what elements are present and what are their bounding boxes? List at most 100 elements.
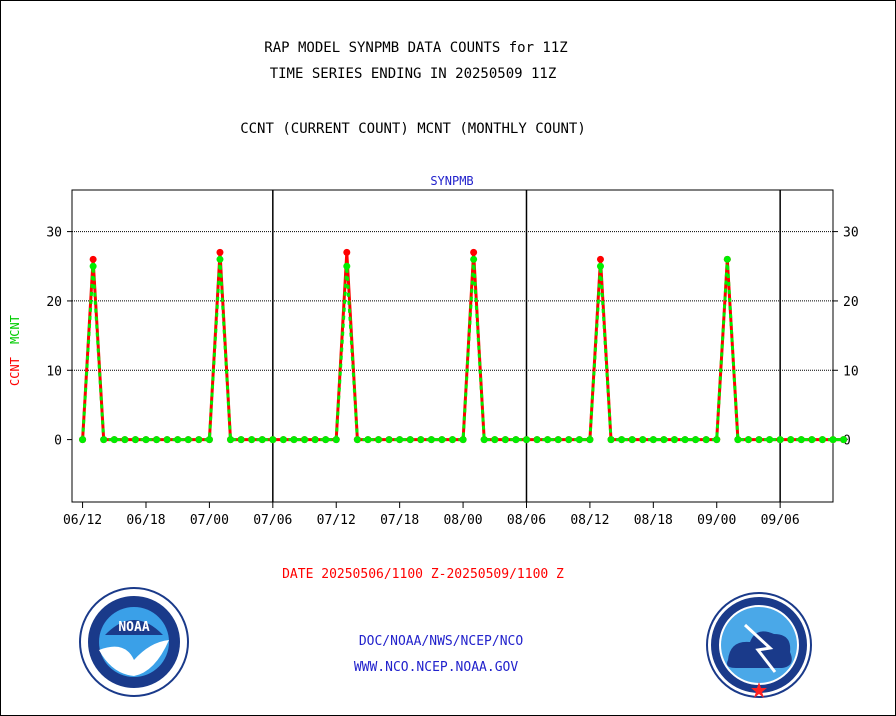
mcnt-point	[332, 436, 340, 444]
mcnt-point	[184, 436, 192, 444]
mcnt-point	[840, 436, 848, 444]
mcnt-point	[480, 436, 488, 444]
y-tick-label-left: 10	[46, 364, 62, 379]
mcnt-point	[649, 436, 657, 444]
ccnt-line	[81, 252, 844, 442]
mcnt-point	[554, 436, 562, 444]
mcnt-point	[417, 436, 425, 444]
x-axis-title: DATE 20250506/1100 Z-20250509/1100 Z	[282, 567, 564, 582]
mcnt-point	[797, 436, 805, 444]
mcnt-point	[438, 436, 446, 444]
mcnt-point	[449, 436, 456, 444]
noaa-logo-text: NOAA	[118, 620, 149, 635]
mcnt-point	[639, 436, 647, 444]
plot-area	[71, 189, 834, 503]
x-tick-label: 08/18	[634, 513, 673, 528]
mcnt-point	[776, 436, 784, 444]
x-tick-label: 09/00	[697, 513, 736, 528]
ccnt-point	[596, 255, 604, 263]
mcnt-point	[269, 436, 277, 444]
y-tick-label-left: 20	[46, 295, 62, 310]
mcnt-point	[237, 436, 245, 444]
ccnt-point	[89, 255, 97, 263]
grid	[72, 231, 833, 371]
y-tick-label-right: 20	[843, 295, 859, 310]
y-tick-label-right: 10	[843, 364, 859, 379]
mcnt-point	[544, 436, 552, 444]
mcnt-point	[110, 436, 118, 444]
mcnt-point	[364, 436, 372, 444]
mcnt-point	[396, 436, 404, 444]
ylabel-mcnt: MCNT	[8, 315, 22, 344]
y-tick-label-right: 30	[843, 226, 859, 241]
x-tick-label: 08/00	[443, 513, 482, 528]
ccnt-point	[343, 248, 351, 256]
mcnt-point	[512, 436, 520, 444]
mcnt-point	[586, 436, 594, 444]
mcnt-point	[533, 436, 541, 444]
mcnt-point	[575, 436, 583, 444]
mcnt-point	[311, 436, 319, 444]
mcnt-point	[692, 436, 700, 444]
mcnt-point	[427, 436, 435, 444]
mcnt-point	[131, 436, 139, 444]
mcnt-point	[713, 436, 721, 444]
mcnt-point	[301, 436, 309, 444]
mcnt-point	[808, 436, 816, 444]
mcnt-point	[353, 436, 361, 444]
mcnt-point	[766, 436, 774, 444]
mcnt-point	[322, 436, 330, 444]
mcnt-point	[227, 436, 235, 444]
mcnt-point	[501, 436, 509, 444]
mcnt-point	[406, 436, 414, 444]
mcnt-point	[723, 255, 731, 263]
mcnt-point	[205, 436, 213, 444]
mcnt-point	[818, 436, 826, 444]
ylabel-ccnt: CCNT	[8, 357, 22, 386]
x-tick-label: 06/18	[126, 513, 165, 528]
mcnt-point	[491, 436, 499, 444]
y-tick-label-left: 0	[54, 434, 62, 449]
mcnt-point	[79, 436, 87, 444]
noaa-logo-icon: NOAA	[79, 587, 189, 697]
mcnt-point	[618, 436, 626, 444]
mcnt-point	[702, 436, 710, 444]
x-tick-label: 08/06	[507, 513, 546, 528]
mcnt-point	[829, 436, 837, 444]
series-layer	[79, 248, 848, 444]
mcnt-point	[142, 436, 150, 444]
mcnt-point	[787, 436, 795, 444]
x-tick-label: 07/00	[190, 513, 229, 528]
mcnt-point	[470, 255, 478, 263]
mcnt-point	[343, 262, 351, 270]
mcnt-point	[459, 436, 467, 444]
mcnt-point	[681, 436, 689, 444]
mcnt-point	[670, 436, 678, 444]
day-separators	[272, 190, 781, 502]
x-tick-label: 07/06	[253, 513, 292, 528]
chart-title: RAP MODEL SYNPMB DATA COUNTS for 11Z	[264, 40, 567, 56]
y-tick-label-right: 0	[843, 434, 851, 449]
x-tick-label: 08/12	[570, 513, 609, 528]
mcnt-point	[375, 436, 383, 444]
mcnt-point	[755, 436, 763, 444]
mcnt-point	[153, 436, 161, 444]
mcnt-point	[385, 436, 393, 444]
mcnt-point	[290, 436, 298, 444]
mcnt-point	[258, 436, 266, 444]
mcnt-point	[100, 436, 108, 444]
chart-subtitle: TIME SERIES ENDING IN 20250509 11Z	[270, 66, 557, 82]
footer-url: WWW.NCO.NCEP.NOAA.GOV	[354, 660, 519, 675]
mcnt-point	[522, 436, 530, 444]
mcnt-point	[121, 436, 129, 444]
mcnt-point	[744, 436, 752, 444]
footer-org: DOC/NOAA/NWS/NCEP/NCO	[359, 634, 524, 649]
ccnt-point	[216, 248, 224, 256]
mcnt-point	[163, 436, 171, 444]
x-tick-label: 07/18	[380, 513, 419, 528]
x-tick-label: 06/12	[63, 513, 102, 528]
ccnt-point	[470, 248, 478, 256]
x-tick-label: 07/12	[317, 513, 356, 528]
mcnt-point	[216, 255, 224, 263]
